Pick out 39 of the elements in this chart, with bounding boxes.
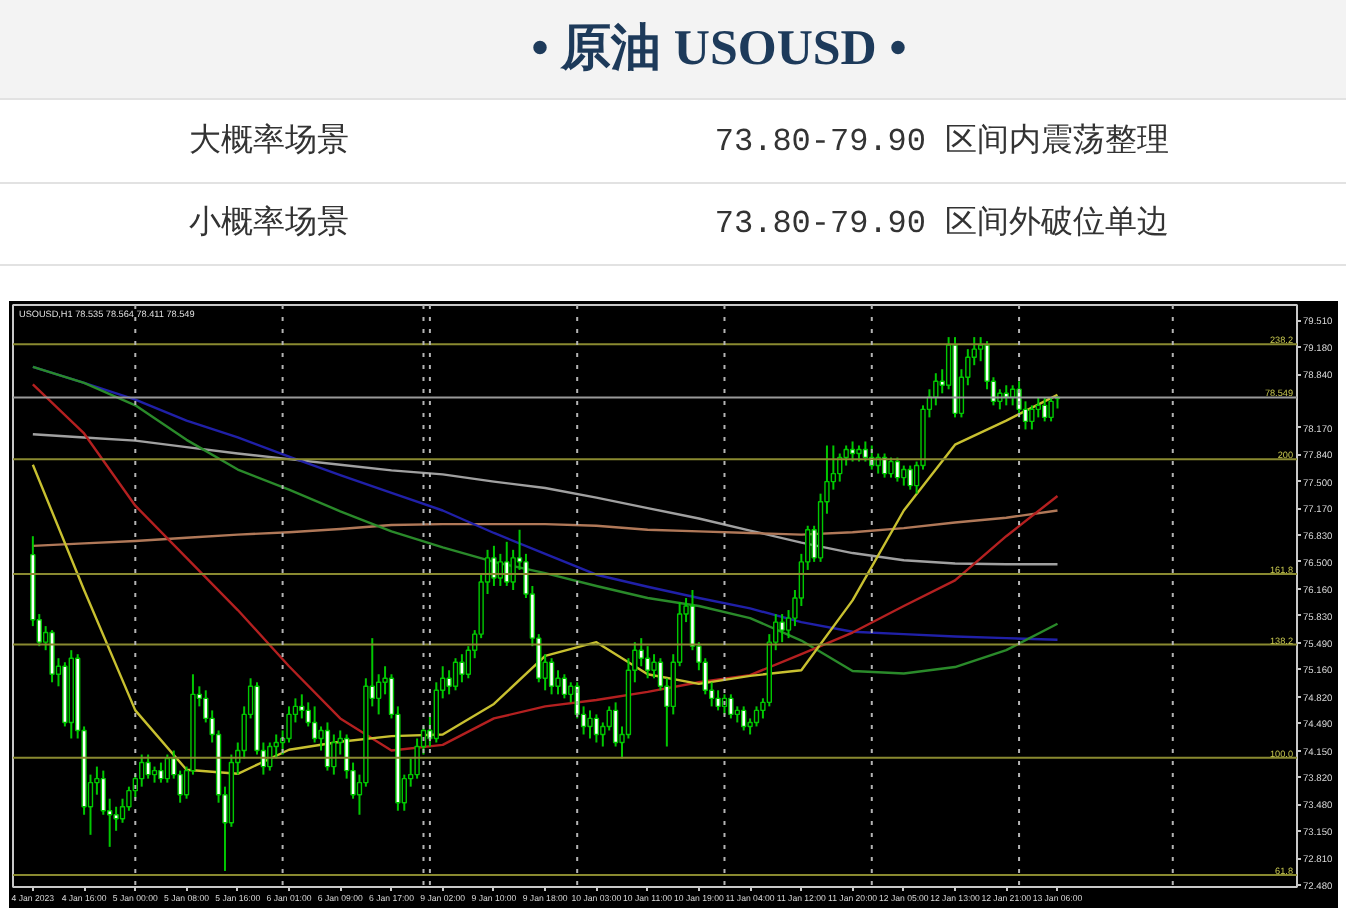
candlestick xyxy=(491,544,497,587)
candlestick xyxy=(901,464,907,487)
candlestick xyxy=(459,653,465,684)
candlestick xyxy=(894,456,901,483)
candlestick xyxy=(299,693,305,720)
candlestick xyxy=(555,669,561,696)
candlestick xyxy=(1048,396,1054,423)
line-series xyxy=(31,509,1059,548)
candlestick xyxy=(715,689,721,712)
candlestick xyxy=(888,456,894,479)
candlestick xyxy=(644,645,651,680)
line-series xyxy=(31,433,1059,566)
candlestick xyxy=(741,705,747,732)
text: • 原油 USOUSD • xyxy=(529,20,909,80)
candlestick xyxy=(145,753,151,780)
candlestick xyxy=(728,693,734,720)
candlestick xyxy=(446,669,452,696)
candlestick xyxy=(779,613,785,644)
candlestick xyxy=(561,673,568,700)
candlestick xyxy=(452,657,459,692)
text: 大概率场景 xyxy=(187,121,351,164)
candlestick xyxy=(862,440,869,463)
candlestick xyxy=(331,733,337,776)
candlestick xyxy=(1029,404,1035,431)
candlestick xyxy=(907,464,913,491)
candlestick xyxy=(548,657,555,696)
candlestick xyxy=(651,653,657,680)
candlestick xyxy=(587,709,593,740)
candlestick xyxy=(49,629,55,684)
candlestick xyxy=(1042,396,1048,423)
candlestick xyxy=(849,440,856,463)
text: 小概率场景 xyxy=(187,203,351,246)
candlestick xyxy=(753,705,760,728)
text: 73.80-79.90 区间外破位单边 xyxy=(712,203,1172,246)
candlestick xyxy=(311,705,318,744)
text: 73.80-79.90 区间内震荡整理 xyxy=(712,121,1172,164)
candlestick xyxy=(414,737,420,780)
candlestick xyxy=(593,713,600,744)
candlestick xyxy=(158,761,164,784)
